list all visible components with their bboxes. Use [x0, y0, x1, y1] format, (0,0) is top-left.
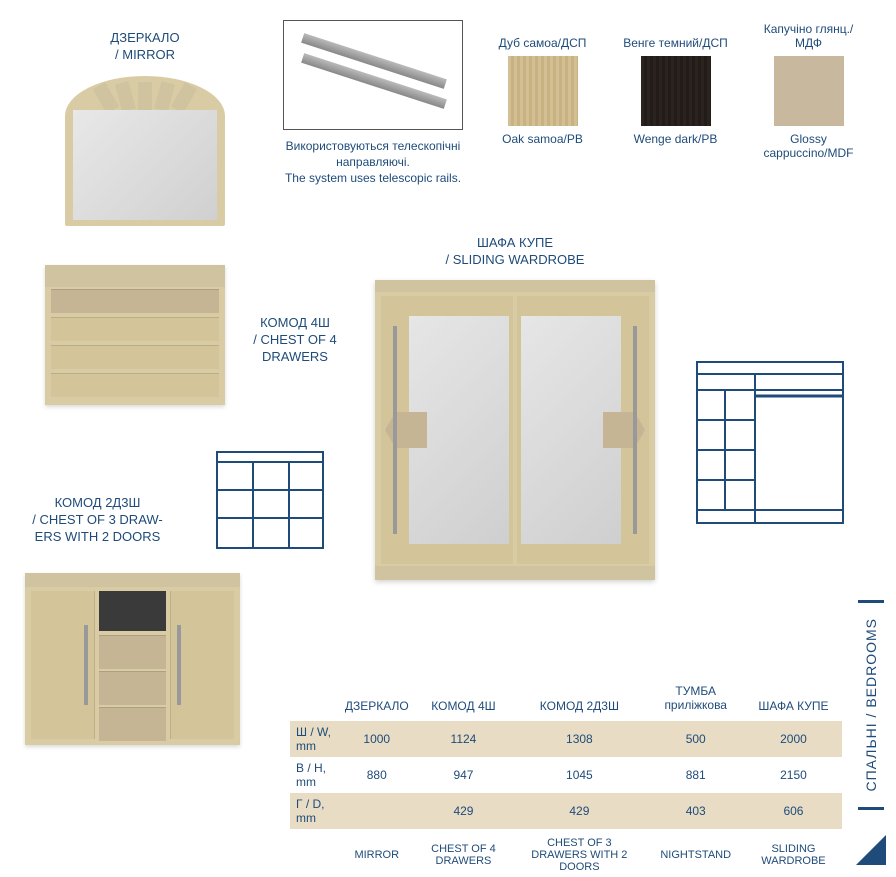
swatch-capp-bottom: Glossy cappuccino/MDF: [756, 132, 861, 160]
tf-chest4: CHEST OF 4 DRAWERS: [415, 829, 513, 877]
cell-value: 1124: [415, 721, 513, 757]
rails-block: Використовуються телескопічні направляюч…: [283, 20, 463, 187]
rails-text-uk: Використовуються телескопічні направляюч…: [283, 138, 463, 170]
mirror-block: ДЗЕРКАЛО / MIRROR: [60, 30, 230, 226]
table-header-row: ДЗЕРКАЛО КОМОД 4Ш КОМОД 2Д3Ш ТУМБА прилі…: [290, 680, 842, 721]
tf-mirror: MIRROR: [339, 829, 415, 877]
mirror-image: [65, 76, 225, 226]
table-row: Г / D, mm429429403606: [290, 793, 842, 829]
cell-value: 881: [647, 757, 745, 793]
cell-value: 1045: [512, 757, 646, 793]
row-label: В / H, mm: [290, 757, 339, 793]
table-row: Ш / W, mm1000112413085002000: [290, 721, 842, 757]
swatches-row: Дуб самоа/ДСП Oak samoa/PB Венге темний/…: [490, 20, 861, 160]
swatch-wenge-bottom: Wenge dark/PB: [623, 132, 728, 146]
cell-value: 2000: [745, 721, 842, 757]
wardrobe-label-uk: ШАФА КУПЕ: [375, 235, 655, 252]
swatch-oak-bottom: Oak samoa/PB: [490, 132, 595, 146]
cell-value: 1000: [339, 721, 415, 757]
chest2d-label-uk: КОМОД 2Д3Ш: [10, 495, 185, 512]
chest4-label: КОМОД 4Ш / CHEST OF 4 DRAWERS: [240, 315, 350, 366]
swatch-wenge-top: Венге темний/ДСП: [623, 20, 728, 50]
side-category-label: СПАЛЬНІ / BEDROOMS: [858, 600, 884, 810]
mirror-label-uk: ДЗЕРКАЛО: [60, 30, 230, 47]
tf-wardrobe: SLIDING WARDROBE: [745, 829, 842, 877]
cell-value: 2150: [745, 757, 842, 793]
table-row: В / H, mm88094710458812150: [290, 757, 842, 793]
chest4-label-uk: КОМОД 4Ш: [240, 315, 350, 332]
side-category-text: СПАЛЬНІ / BEDROOMS: [863, 618, 879, 792]
swatch-cappuccino: Капучіно глянц./МДФ Glossy cappuccino/MD…: [756, 20, 861, 160]
side-triangle-icon: [856, 835, 886, 865]
rails-image: [283, 20, 463, 130]
chest2d-label-en: / CHEST OF 3 DRAW- ERS WITH 2 DOORS: [10, 512, 185, 546]
chest4-image: [45, 265, 225, 405]
cell-value: 947: [415, 757, 513, 793]
chest2d-label: КОМОД 2Д3Ш / CHEST OF 3 DRAW- ERS WITH 2…: [10, 495, 185, 546]
swatch-wenge: Венге темний/ДСП Wenge dark/PB: [623, 20, 728, 160]
wardrobe-image: [375, 280, 655, 580]
cell-value: 606: [745, 793, 842, 829]
chest4-diagram: [215, 450, 325, 550]
cell-value: 1308: [512, 721, 646, 757]
wardrobe-label: ШАФА КУПЕ / SLIDING WARDROBE: [375, 235, 655, 269]
th-chest2d: КОМОД 2Д3Ш: [512, 680, 646, 721]
th-chest4: КОМОД 4Ш: [415, 680, 513, 721]
th-wardrobe: ШАФА КУПЕ: [745, 680, 842, 721]
tf-chest2d: CHEST OF 3 DRAWERS WITH 2 DOORS: [512, 829, 646, 877]
swatch-capp-top: Капучіно глянц./МДФ: [756, 20, 861, 50]
chest2d-image: [25, 573, 240, 745]
th-mirror: ДЗЕРКАЛО: [339, 680, 415, 721]
rails-caption: Використовуються телескопічні направляюч…: [283, 138, 463, 187]
cell-value: 403: [647, 793, 745, 829]
chest4-label-en: / CHEST OF 4 DRAWERS: [240, 332, 350, 366]
cell-value: 429: [512, 793, 646, 829]
wardrobe-diagram: [695, 360, 845, 525]
tf-nightstand: NIGHTSTAND: [647, 829, 745, 877]
cell-value: [339, 793, 415, 829]
th-blank: [290, 680, 339, 721]
swatch-wenge-box: [641, 56, 711, 126]
mirror-label-en: / MIRROR: [60, 47, 230, 64]
mirror-label: ДЗЕРКАЛО / MIRROR: [60, 30, 230, 64]
cell-value: 500: [647, 721, 745, 757]
swatch-capp-box: [774, 56, 844, 126]
table-footer-row: MIRROR CHEST OF 4 DRAWERS CHEST OF 3 DRA…: [290, 829, 842, 877]
swatch-oak-top: Дуб самоа/ДСП: [490, 20, 595, 50]
row-label: Ш / W, mm: [290, 721, 339, 757]
rails-text-en: The system uses telescopic rails.: [283, 170, 463, 186]
wardrobe-label-en: / SLIDING WARDROBE: [375, 252, 655, 269]
th-nightstand: ТУМБА приліжкова: [647, 680, 745, 721]
row-label: Г / D, mm: [290, 793, 339, 829]
swatch-oak: Дуб самоа/ДСП Oak samoa/PB: [490, 20, 595, 160]
tf-blank: [290, 829, 339, 877]
table-body: Ш / W, mm1000112413085002000В / H, mm880…: [290, 721, 842, 829]
cell-value: 429: [415, 793, 513, 829]
dimensions-table: ДЗЕРКАЛО КОМОД 4Ш КОМОД 2Д3Ш ТУМБА прилі…: [290, 680, 842, 877]
swatch-oak-box: [508, 56, 578, 126]
cell-value: 880: [339, 757, 415, 793]
